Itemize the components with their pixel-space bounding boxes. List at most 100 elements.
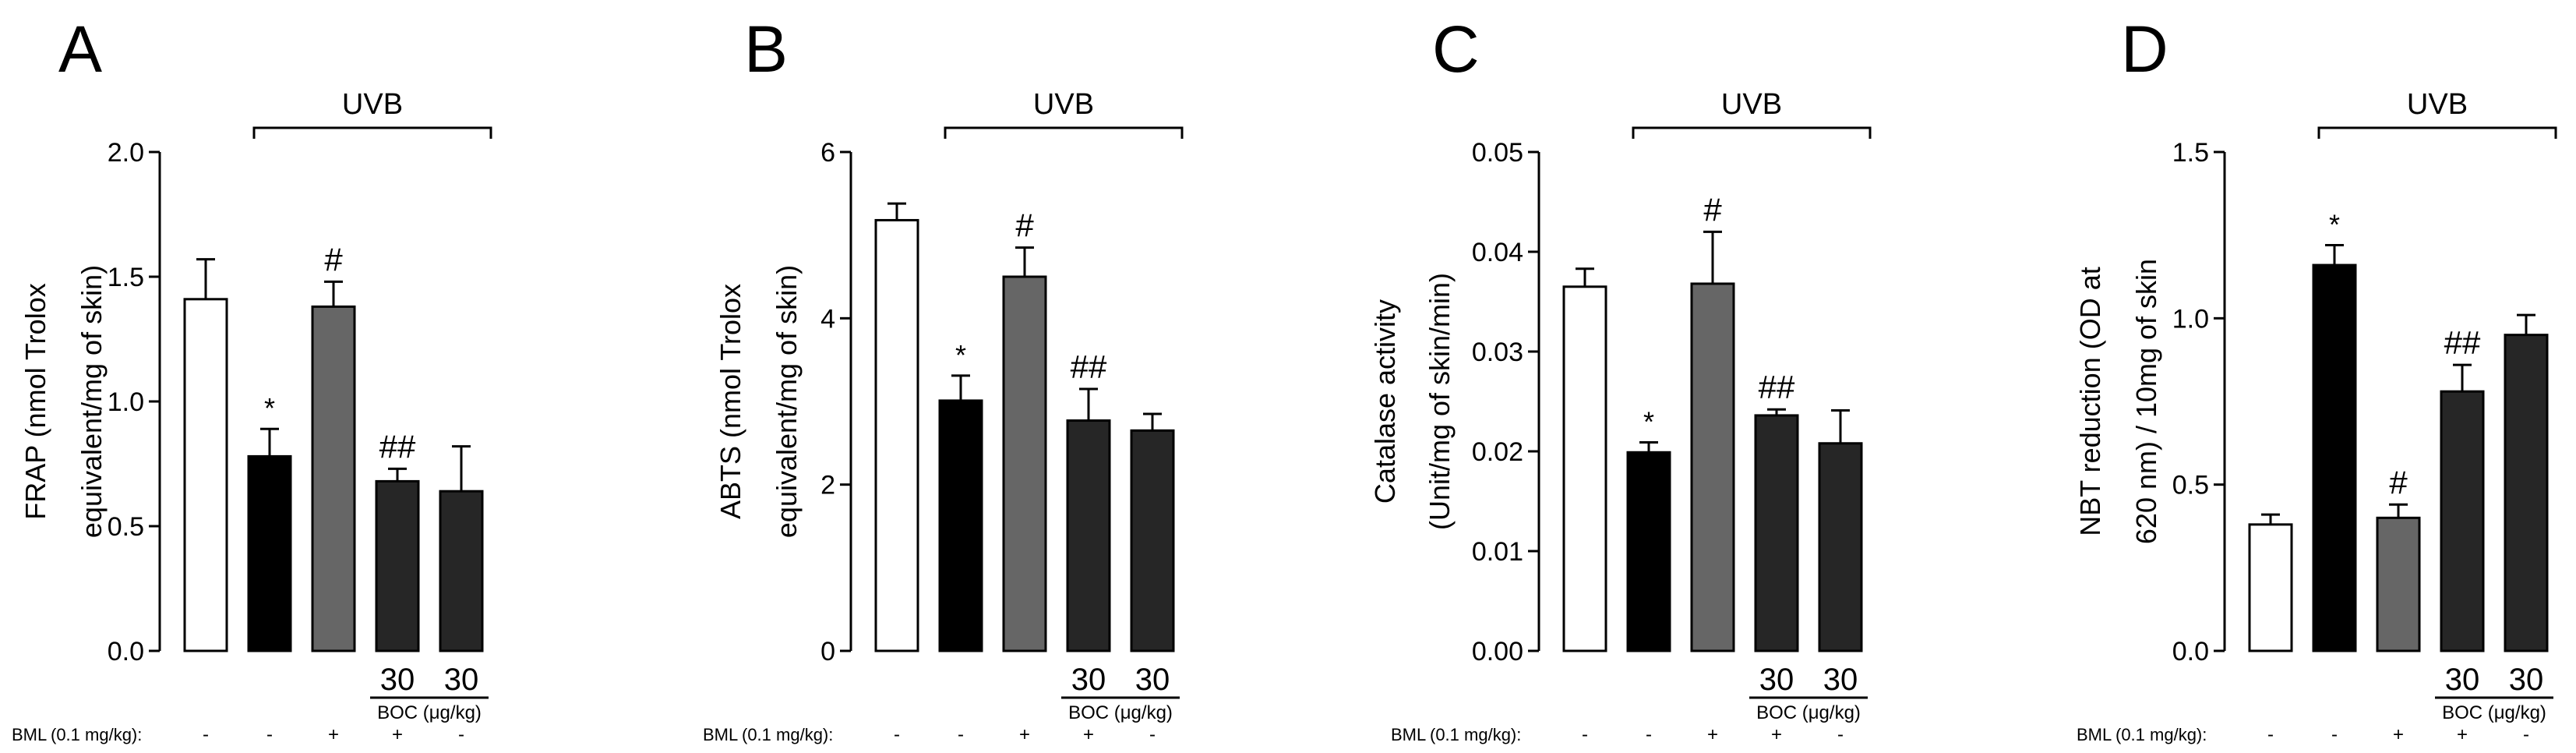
bml-sign: - <box>2331 724 2338 745</box>
bml-row-label: BML <box>1391 725 1426 744</box>
panel-letter: A <box>58 12 102 86</box>
boc-dose-label: 30 <box>1759 663 1794 697</box>
y-tick-label: 1.5 <box>108 263 144 292</box>
bml-dose-label: (0.1 mg/kg): <box>742 725 833 744</box>
y-axis-label: 620 nm) / 10mg of skin <box>2130 259 2162 544</box>
significance-label: # <box>324 241 343 278</box>
uvb-label: UVB <box>2407 88 2468 121</box>
bml-sign: - <box>1837 724 1844 745</box>
chart-panel-d: D 0.0 0.5 1.0 1.5 NBT reduction (OD at 620 nm)… <box>2074 12 2557 745</box>
uvb-bracket <box>944 126 1184 139</box>
boc-dose-label: 30 <box>1823 663 1858 697</box>
uvb-label: UVB <box>1033 88 1094 121</box>
bar <box>2504 334 2549 652</box>
bml-sign: - <box>958 724 964 745</box>
panel-letter: B <box>744 12 788 86</box>
boc-dose-label: 30 <box>444 663 479 697</box>
bml-sign: - <box>1646 724 1652 745</box>
bml-sign: + <box>1771 724 1782 745</box>
bar <box>2312 263 2357 652</box>
y-tick-label: 1.0 <box>2172 304 2209 334</box>
bar <box>311 305 356 652</box>
panel-letter: D <box>2121 12 2168 86</box>
chart-panel-a: A 0.0 0.5 1.0 1.5 2.0 FRAP (nmol Trolox equival… <box>12 12 492 745</box>
y-axis-label: (Unit/mg of skin/min) <box>1424 273 1456 530</box>
y-tick-label: 1.5 <box>2172 138 2209 168</box>
y-tick-label: 0.5 <box>2172 471 2209 500</box>
bml-sign: + <box>1707 724 1718 745</box>
significance-label: ## <box>1071 348 1107 385</box>
bml-dose-label: (0.1 mg/kg): <box>2115 725 2207 744</box>
significance-label: # <box>2389 464 2408 500</box>
bar <box>2440 390 2485 652</box>
bar <box>1690 282 1735 652</box>
significance-label: * <box>955 339 966 371</box>
significance-label: * <box>1643 405 1654 437</box>
chart-panel-c: C 0.00 0.01 0.02 0.03 0.04 0.05 Catalase activi… <box>1369 12 1872 745</box>
y-tick-label: 4 <box>820 304 835 334</box>
bar <box>439 490 484 652</box>
y-tick-label: 0 <box>820 637 835 666</box>
y-axis-label: FRAP (nmol Trolox <box>19 283 51 519</box>
bml-sign: - <box>266 724 273 745</box>
uvb-bracket <box>2317 126 2557 139</box>
boc-unit-label: BOC (μg/kg) <box>1068 702 1173 723</box>
bml-row-label: BML <box>12 725 47 744</box>
bml-sign: - <box>2267 724 2274 745</box>
y-axis-label: Catalase activity <box>1369 299 1401 504</box>
bar <box>1130 429 1175 652</box>
y-tick-label: 0.03 <box>1472 338 1523 367</box>
bar <box>1626 451 1671 652</box>
y-tick-label: 0.00 <box>1472 637 1523 666</box>
bml-sign: - <box>1149 724 1156 745</box>
boc-dose-label: 30 <box>1071 663 1106 697</box>
bml-dose-label: (0.1 mg/kg): <box>51 725 142 744</box>
uvb-bracket <box>252 126 492 139</box>
bar <box>1562 285 1607 652</box>
boc-unit-label: BOC (μg/kg) <box>1756 702 1861 723</box>
y-tick-label: 1.0 <box>108 387 144 417</box>
bml-dose-label: (0.1 mg/kg): <box>1430 725 1521 744</box>
y-tick-label: 0.0 <box>108 637 144 666</box>
bar <box>1002 275 1047 652</box>
bml-sign: - <box>203 724 209 745</box>
significance-label: * <box>264 392 275 424</box>
boc-dose-label: 30 <box>2509 663 2544 697</box>
significance-label: # <box>1015 207 1034 244</box>
bml-sign: - <box>1582 724 1588 745</box>
bml-sign: - <box>458 724 464 745</box>
chart-panel-b: B 0 2 4 6 ABTS (nmol Trolox equivalent/mg of s… <box>703 12 1184 745</box>
bml-row-label: BML <box>2077 725 2112 744</box>
bml-sign: - <box>894 724 900 745</box>
boc-dose-label: 30 <box>2445 663 2480 697</box>
y-tick-label: 0.5 <box>108 512 144 542</box>
y-tick-label: 0.01 <box>1472 537 1523 567</box>
y-axis-label: equivalent/mg of skin) <box>76 265 108 538</box>
uvb-label: UVB <box>342 88 403 121</box>
bml-sign: + <box>328 724 339 745</box>
y-tick-label: 6 <box>820 138 835 168</box>
bml-sign: + <box>2393 724 2404 745</box>
bml-sign: + <box>2457 724 2468 745</box>
boc-unit-label: BOC (μg/kg) <box>2442 702 2546 723</box>
bar <box>874 218 919 652</box>
y-tick-label: 0.0 <box>2172 637 2209 666</box>
y-tick-label: 2 <box>820 471 835 500</box>
y-axis-label: ABTS (nmol Trolox <box>715 284 746 519</box>
panel-letter: C <box>1432 12 1480 86</box>
significance-label: ## <box>379 428 416 465</box>
bar <box>247 454 292 652</box>
bar <box>2376 516 2421 652</box>
y-tick-label: 0.02 <box>1472 437 1523 467</box>
y-axis-label: NBT reduction (OD at <box>2074 267 2106 536</box>
boc-dose-label: 30 <box>380 663 415 697</box>
bml-row-label: BML <box>703 725 738 744</box>
y-tick-label: 2.0 <box>108 138 144 168</box>
bml-sign: - <box>2523 724 2529 745</box>
y-tick-label: 0.05 <box>1472 138 1523 168</box>
uvb-bracket <box>1632 126 1872 139</box>
boc-dose-label: 30 <box>1135 663 1170 697</box>
significance-label: ## <box>2444 324 2481 361</box>
bar <box>375 479 420 652</box>
